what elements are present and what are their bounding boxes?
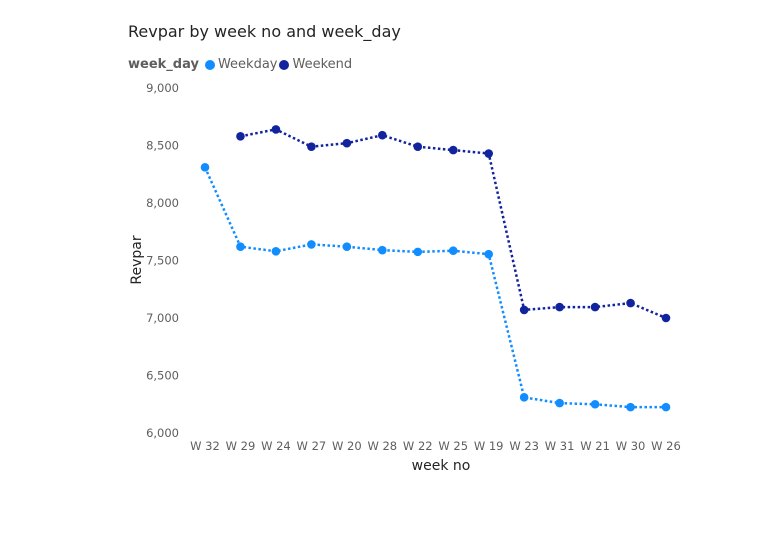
- data-point-weekday[interactable]: [484, 249, 493, 259]
- data-point-weekday[interactable]: [555, 398, 564, 408]
- data-point-weekday[interactable]: [271, 247, 281, 256]
- x-tick-label: W 26: [651, 439, 681, 453]
- y-tick-label: 7,000: [146, 311, 179, 325]
- x-axis-ticks: W 32 W 29 W 24 W 27 W 20 W 28 W 22 W 25 W 19 W 23…: [190, 439, 681, 453]
- series-line-weekend: [240, 128, 667, 320]
- data-point-weekday[interactable]: [448, 246, 458, 256]
- legend-label-weekday: Weekday: [217, 57, 278, 72]
- x-tick-label: W 19: [474, 439, 504, 453]
- y-tick-label: 6,000: [146, 426, 179, 440]
- x-tick-label: W 25: [438, 439, 468, 453]
- y-tick-label: 6,500: [146, 369, 179, 383]
- data-point-weekend[interactable]: [519, 305, 529, 315]
- data-point-weekend[interactable]: [626, 298, 635, 308]
- x-tick-label: W 23: [509, 439, 539, 453]
- y-tick-label: 8,000: [146, 196, 179, 210]
- data-point-weekday[interactable]: [519, 393, 529, 402]
- data-point-weekday[interactable]: [661, 402, 671, 412]
- x-tick-label: W 29: [226, 439, 256, 453]
- chart-title: Revpar by week no and week_day: [128, 22, 401, 41]
- x-axis-title: week no: [412, 458, 471, 474]
- x-tick-label: W 27: [297, 439, 327, 453]
- data-point-weekend[interactable]: [342, 138, 352, 148]
- series-points: [200, 125, 671, 412]
- x-tick-label: W 20: [332, 439, 362, 453]
- x-tick-label: W 30: [616, 439, 646, 453]
- series-line-weekday: [203, 166, 666, 409]
- legend-item-weekday[interactable]: Weekday: [204, 57, 278, 72]
- y-axis-title: Revpar: [129, 235, 145, 284]
- data-point-weekday[interactable]: [236, 242, 245, 251]
- data-point-weekend[interactable]: [236, 132, 245, 141]
- x-tick-label: W 28: [367, 439, 397, 453]
- x-tick-label: W 24: [261, 439, 291, 453]
- data-point-weekday[interactable]: [200, 163, 210, 172]
- data-point-weekday[interactable]: [413, 247, 423, 257]
- data-point-weekend[interactable]: [555, 302, 564, 312]
- data-point-weekend[interactable]: [484, 149, 493, 158]
- series-lines: [203, 128, 667, 409]
- data-point-weekday[interactable]: [342, 242, 352, 251]
- data-point-weekend[interactable]: [661, 313, 671, 323]
- legend: week_day Weekday Weekend: [128, 57, 354, 72]
- x-tick-label: W 22: [403, 439, 433, 453]
- y-tick-label: 7,500: [146, 254, 179, 268]
- legend-label-weekend: Weekend: [292, 57, 353, 72]
- x-tick-label: W 32: [190, 439, 220, 453]
- y-tick-label: 9,000: [146, 81, 179, 95]
- legend-weekday-marker-icon: [204, 59, 215, 70]
- x-tick-label: W 31: [545, 439, 575, 453]
- data-point-weekday[interactable]: [378, 245, 387, 255]
- data-point-weekend[interactable]: [413, 142, 423, 151]
- legend-weekend-marker-icon: [279, 59, 290, 70]
- x-tick-label: W 21: [580, 439, 610, 453]
- data-point-weekend[interactable]: [590, 302, 600, 312]
- data-point-weekend[interactable]: [271, 125, 281, 134]
- data-point-weekday[interactable]: [590, 399, 600, 409]
- legend-title: week_day: [128, 57, 199, 72]
- y-axis-ticks: 6,000 6,500 7,000 7,500 8,000 8,500 9,000: [146, 81, 179, 440]
- data-point-weekend[interactable]: [378, 130, 387, 140]
- data-point-weekday[interactable]: [307, 240, 316, 249]
- y-tick-label: 8,500: [146, 139, 179, 153]
- data-point-weekday[interactable]: [626, 402, 635, 412]
- legend-item-weekend[interactable]: Weekend: [279, 57, 352, 72]
- data-point-weekend[interactable]: [307, 142, 316, 151]
- data-point-weekend[interactable]: [448, 145, 458, 155]
